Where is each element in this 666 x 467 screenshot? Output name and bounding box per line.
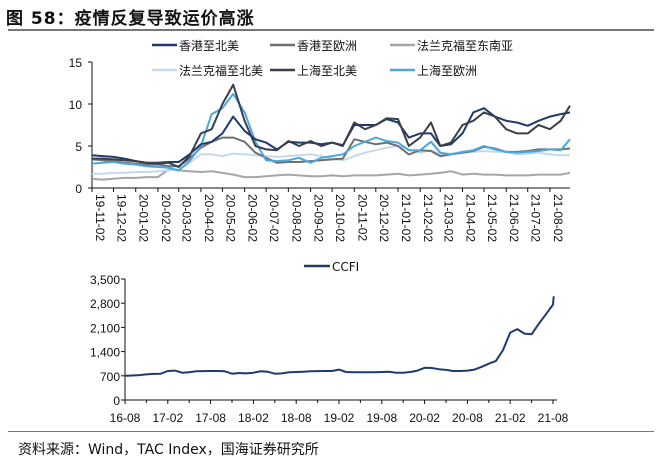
x-tick-label: 21-01-02: [399, 194, 413, 242]
x-tick-label: 19-11-02: [93, 194, 107, 241]
y-tick-label: 5: [75, 140, 82, 154]
x-tick-label: 20-03-02: [180, 194, 194, 242]
x-tick-label: 20-05-02: [223, 194, 237, 242]
x-tick-label: 19-12-02: [114, 194, 128, 242]
x-tick-label: 20-02-02: [159, 194, 173, 242]
legend-label: 香港至北美: [179, 39, 239, 53]
x-tick-label: 16-08: [110, 411, 141, 425]
x-tick-label: 17-02: [152, 411, 183, 425]
x-tick-label: 21-04-02: [464, 194, 478, 242]
x-tick-label: 18-08: [281, 411, 312, 425]
x-tick-label: 19-08: [366, 411, 397, 425]
series-line-5: [91, 92, 571, 172]
y-tick-label: 2,800: [90, 297, 120, 311]
x-tick-label: 20-12-02: [377, 194, 391, 242]
y-tick-label: 2,100: [90, 321, 120, 335]
x-tick-label: 20-04-02: [202, 194, 216, 242]
x-tick-label: 20-08-02: [289, 194, 303, 242]
ccfi-line: [124, 296, 555, 377]
x-tick-label: 21-07-02: [529, 194, 543, 242]
x-tick-label: 20-02: [409, 411, 440, 425]
x-tick-label: 20-08: [452, 411, 483, 425]
x-tick-label: 21-05-02: [485, 194, 499, 242]
y-tick-label: 10: [69, 98, 83, 112]
freight-rates-chart: 0 5 10 15 19-11-02 19-12-02 20-01-02 20-02-02 20…: [69, 38, 571, 242]
legend-label: 法兰克福至东南亚: [417, 38, 513, 53]
figure-title: 图 58：疫情反复导致运价高涨: [6, 9, 255, 29]
y-tick-label: 0: [75, 182, 82, 196]
x-tick-label: 20-06-02: [246, 194, 260, 242]
legend-label: 上海至欧洲: [417, 63, 477, 78]
x-tick-label: 20-09-02: [312, 194, 326, 242]
x-tick-label: 17-08: [195, 411, 226, 425]
y-tick-label: 15: [69, 56, 83, 70]
legend-label: 香港至欧洲: [297, 39, 357, 53]
y-tick-label: 3,500: [90, 273, 120, 287]
title-divider: [8, 29, 654, 31]
x-tick-label: 20-10-02: [333, 194, 347, 242]
x-tick-label: 18-02: [238, 411, 269, 425]
x-tick-label: 21-08-02: [551, 194, 565, 242]
y-tick-label: 1,400: [90, 346, 120, 360]
source-note: 资料来源：Wind，TAC Index，国海证券研究所: [18, 442, 319, 458]
x-tick-label: 21-02: [495, 411, 526, 425]
legend-label: 法兰克福至北美: [179, 63, 263, 78]
legend-label: CCFI: [332, 260, 359, 274]
series-line-0: [91, 107, 571, 164]
x-tick-label: 21-03-02: [441, 194, 455, 242]
x-tick-label: 19-02: [324, 411, 355, 425]
x-tick-label: 20-11-02: [355, 194, 369, 241]
x-tick-label: 20-01-02: [137, 194, 151, 242]
x-tick-label: 21-06-02: [507, 194, 521, 242]
source-divider: [8, 431, 654, 432]
x-tick-label: 20-07-02: [267, 194, 281, 242]
y-tick-label: 700: [100, 370, 120, 384]
y-tick-label: 0: [113, 394, 120, 408]
ccfi-chart: 0 700 1,400 2,100 2,800 3,500 16-08 17-02 17-08 1…: [90, 260, 569, 425]
series-line-4: [92, 83, 571, 168]
x-tick-label: 21-08: [538, 411, 569, 425]
legend-label: 上海至北美: [297, 63, 357, 78]
x-tick-label: 21-02-02: [421, 194, 435, 242]
